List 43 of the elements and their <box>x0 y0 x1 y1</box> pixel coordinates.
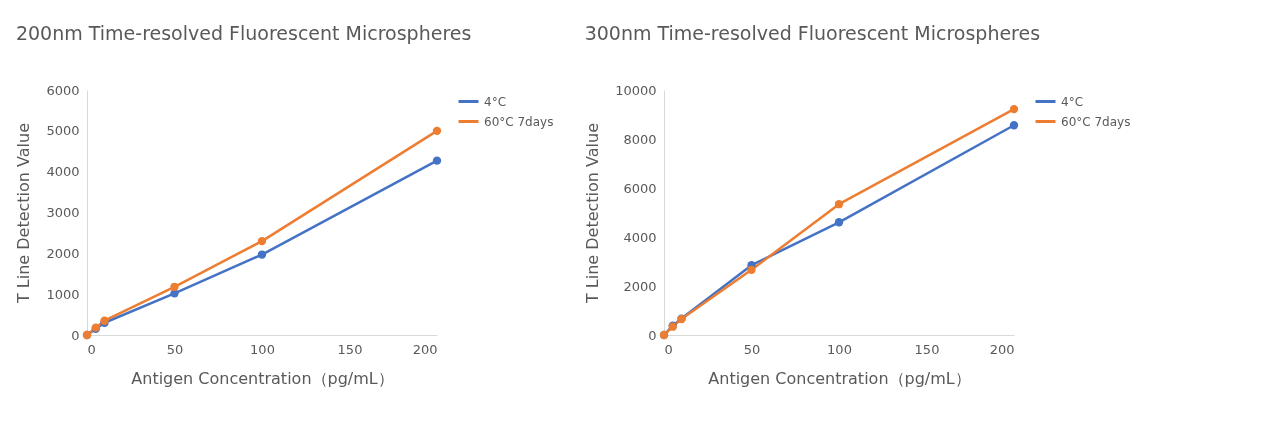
x-axis-title: Antigen Concentration（pg/mL） <box>131 368 394 388</box>
chart-title: 300nm Time-resolved Fluorescent Microspheres <box>584 22 1041 44</box>
y-tick-label: 6000 <box>623 180 657 196</box>
x-tick-label: 200 <box>989 341 1015 357</box>
point <box>257 236 267 246</box>
point <box>747 265 756 274</box>
point <box>170 282 179 291</box>
legend-label: 4°C <box>1061 94 1084 109</box>
x-tick-label: 100 <box>827 341 852 357</box>
y-axis-title: T Line Detection Value <box>583 122 603 305</box>
point <box>834 200 844 209</box>
x-tick-label: 0 <box>664 341 673 357</box>
x-tick-label: 50 <box>743 341 761 357</box>
x-tick-label: 150 <box>337 341 363 357</box>
y-tick-label: 2000 <box>46 245 80 261</box>
x-axis-title: Antigen Concentration（pg/mL） <box>708 368 971 388</box>
legend-label: 60°C 7days <box>1061 114 1131 129</box>
point <box>432 126 442 136</box>
x-tick-label: 50 <box>166 341 184 357</box>
chart-title: 200nm Time-resolved Fluorescent Microspheres <box>15 22 472 44</box>
y-axis-title: T Line Detection Value <box>14 122 34 305</box>
point <box>1009 104 1019 114</box>
y-tick-label: 5000 <box>46 123 80 139</box>
point <box>432 156 442 165</box>
legend-label: 4°C <box>484 94 507 109</box>
y-tick-label: 4000 <box>46 164 80 180</box>
y-tick-label: 4000 <box>623 229 657 245</box>
point <box>257 250 267 259</box>
y-tick-label: 10000 <box>615 82 657 98</box>
y-tick-label: 6000 <box>46 82 80 98</box>
y-tick-label: 1000 <box>46 286 80 302</box>
y-tick-label: 8000 <box>623 131 657 147</box>
y-tick-label: 0 <box>71 327 80 343</box>
x-tick-label: 0 <box>87 341 96 357</box>
point <box>1009 121 1019 130</box>
x-tick-label: 100 <box>250 341 275 357</box>
x-tick-label: 200 <box>412 341 438 357</box>
y-tick-label: 3000 <box>46 205 80 220</box>
x-tick-label: 150 <box>914 341 940 357</box>
y-tick-label: 0 <box>648 327 657 343</box>
y-tick-label: 2000 <box>623 278 657 294</box>
legend-label: 60°C 7days <box>484 114 554 129</box>
point <box>834 218 844 227</box>
